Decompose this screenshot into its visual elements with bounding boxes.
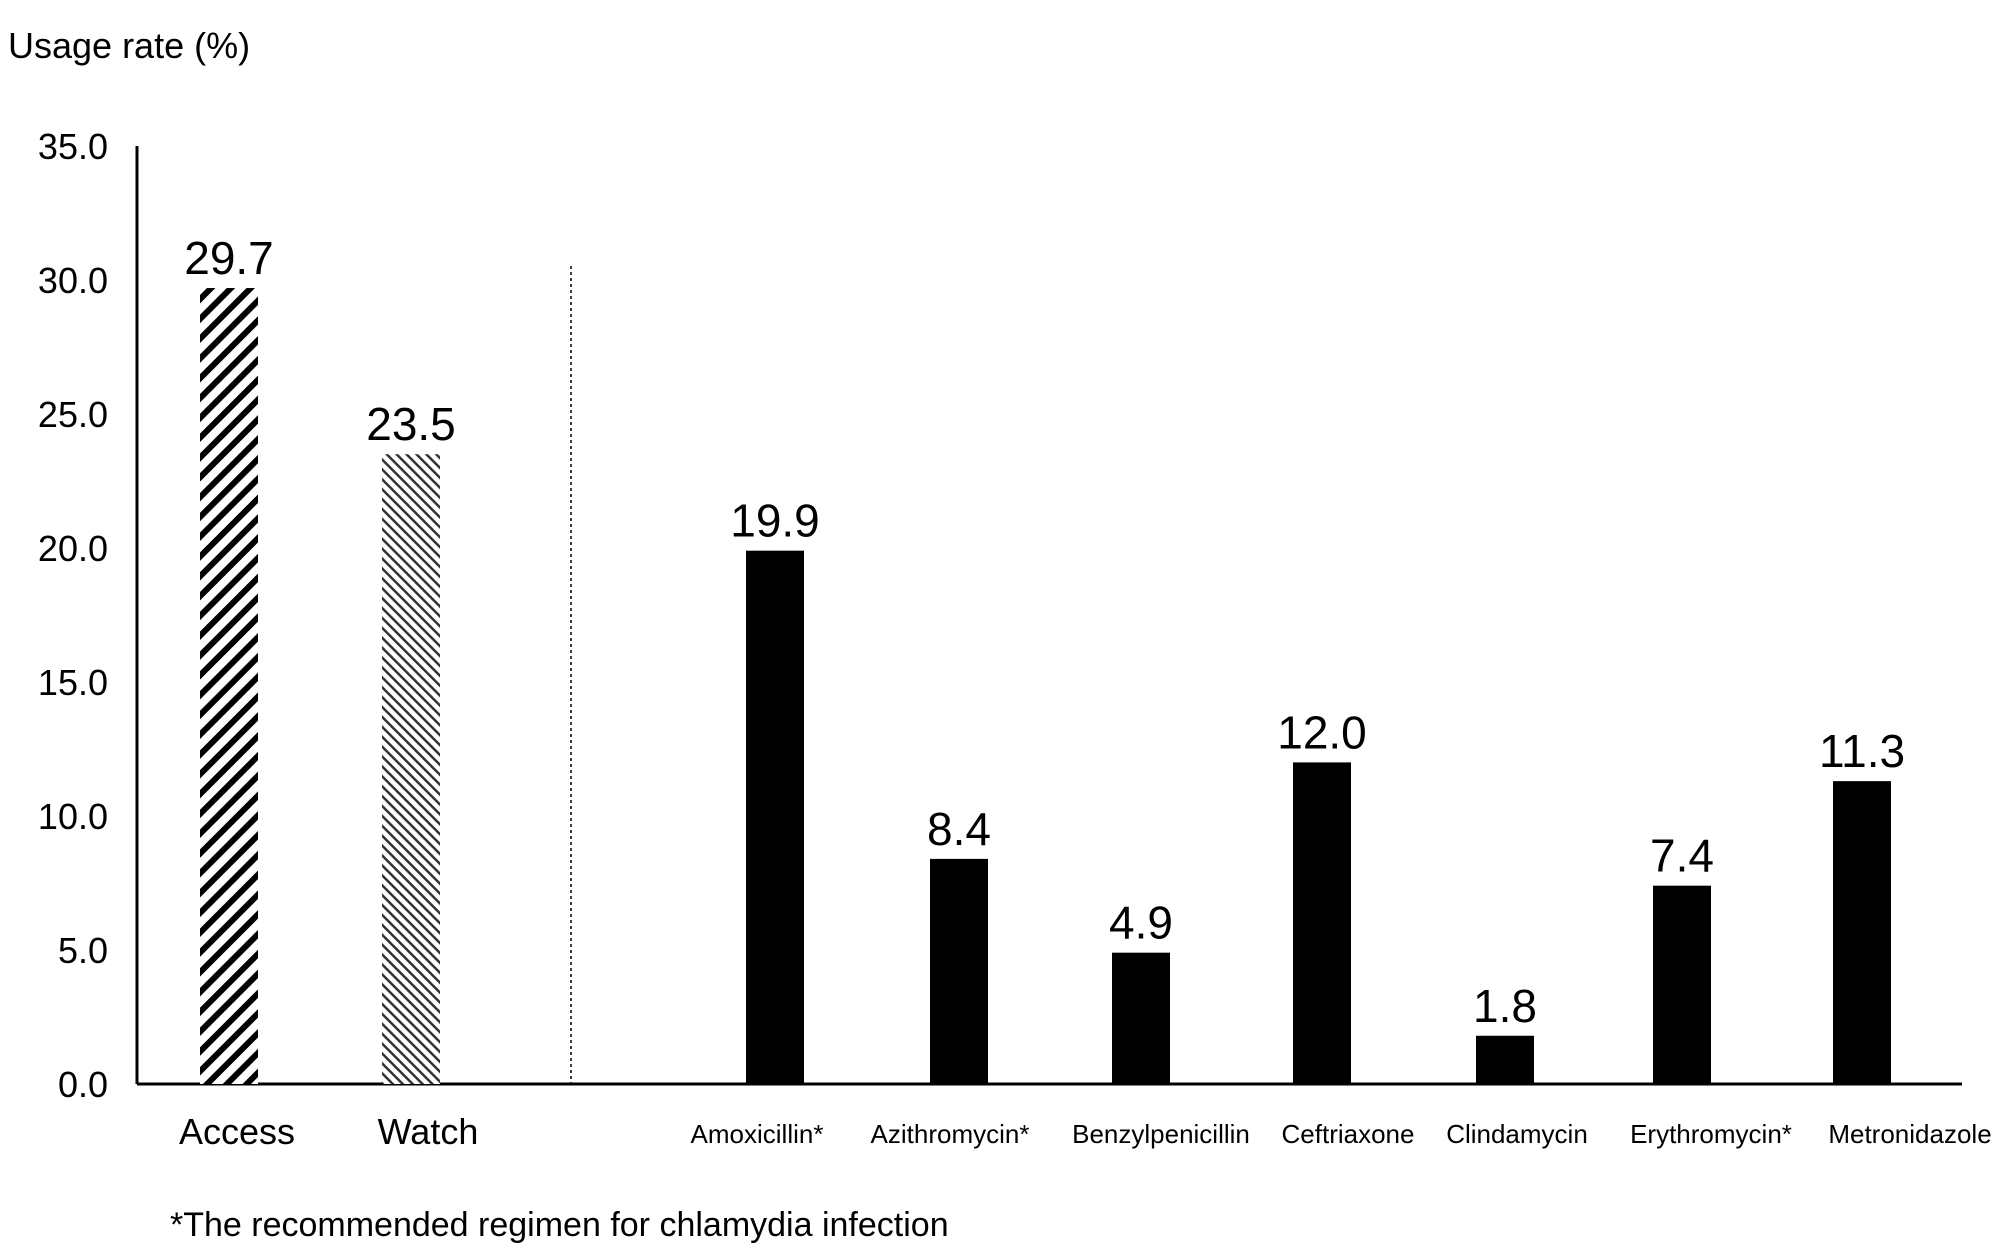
y-tick-label: 0.0: [58, 1064, 108, 1105]
category-label: Benzylpenicillin: [1072, 1119, 1250, 1149]
y-axis-ticks: 0.0 5.0 10.0 15.0 20.0 25.0 30.0 35.0: [38, 126, 108, 1105]
bar-value-label: 7.4: [1650, 830, 1714, 882]
category-label: Clindamycin: [1446, 1119, 1588, 1149]
bar-value-label: 11.3: [1819, 725, 1905, 777]
y-tick-label: 30.0: [38, 260, 108, 301]
category-label: Ceftriaxone: [1282, 1119, 1415, 1149]
y-tick-label: 5.0: [58, 930, 108, 971]
y-tick-label: 35.0: [38, 126, 108, 167]
category-label: Amoxicillin*: [691, 1119, 824, 1149]
bar: [1833, 781, 1891, 1084]
category-label: Metronidazole: [1828, 1119, 1991, 1149]
bars-layer: 29.7 Access 23.5 Watch 19.9 Amoxicillin* 8.4 Az…: [179, 232, 1992, 1152]
bar: [930, 858, 988, 1084]
category-label: Access: [179, 1111, 295, 1152]
y-tick-label: 25.0: [38, 394, 108, 435]
bar: [746, 550, 804, 1084]
footnote: *The recommended regimen for chlamydia i…: [170, 1206, 949, 1244]
y-tick-label: 15.0: [38, 662, 108, 703]
category-label: Azithromycin*: [871, 1119, 1030, 1149]
category-label: Watch: [378, 1111, 479, 1152]
y-tick-label: 10.0: [38, 796, 108, 837]
bar: [1476, 1035, 1534, 1084]
category-label: Erythromycin*: [1630, 1119, 1792, 1149]
bar-value-label: 8.4: [927, 803, 991, 855]
y-axis-title: Usage rate (%): [8, 25, 250, 66]
y-tick-label: 20.0: [38, 528, 108, 569]
bar-value-label: 1.8: [1473, 980, 1537, 1032]
bar-value-label: 19.9: [730, 495, 820, 547]
bar-value-label: 12.0: [1277, 706, 1367, 758]
bar: [1112, 952, 1170, 1084]
bar-value-label: 29.7: [184, 232, 274, 284]
bar-value-label: 23.5: [366, 398, 456, 450]
bar: [1293, 762, 1351, 1084]
bar-value-label: 4.9: [1109, 897, 1173, 949]
bar: [382, 454, 440, 1084]
bar: [1653, 885, 1711, 1084]
bar: [200, 288, 258, 1084]
